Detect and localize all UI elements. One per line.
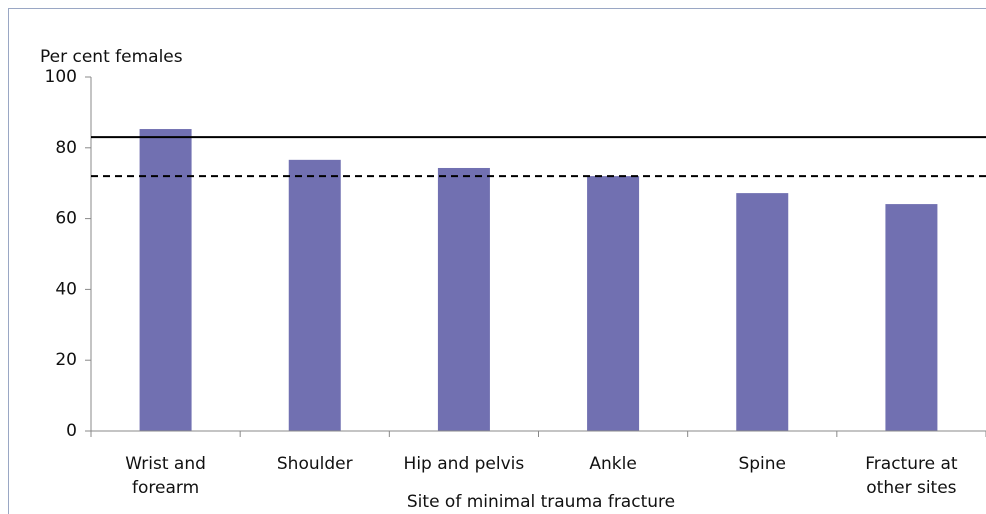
x-tick-label: Hip and pelvis <box>403 454 525 474</box>
bar <box>736 193 789 431</box>
bar <box>288 159 341 431</box>
x-tick-label: Ankle <box>589 454 637 474</box>
bar <box>885 204 938 431</box>
x-axis-title: Site of minimal trauma fracture <box>407 492 675 512</box>
y-tick-label: 0 <box>66 421 77 441</box>
bar <box>437 167 490 431</box>
y-tick-label: 20 <box>55 350 77 370</box>
bar <box>139 129 192 431</box>
y-tick-label: 40 <box>55 279 77 299</box>
x-tick-label: Spine <box>738 454 787 474</box>
x-tick-label: Fracture at other sites <box>865 454 958 498</box>
y-tick-label: 100 <box>45 67 77 87</box>
y-tick-label: 60 <box>55 209 77 229</box>
frame <box>8 8 986 514</box>
x-tick-label: Wrist and forearm <box>125 454 206 498</box>
y-axis-title: Per cent females <box>40 47 183 67</box>
x-tick-label: Shoulder <box>276 454 353 474</box>
bar <box>587 176 640 431</box>
y-tick-label: 80 <box>55 138 77 158</box>
